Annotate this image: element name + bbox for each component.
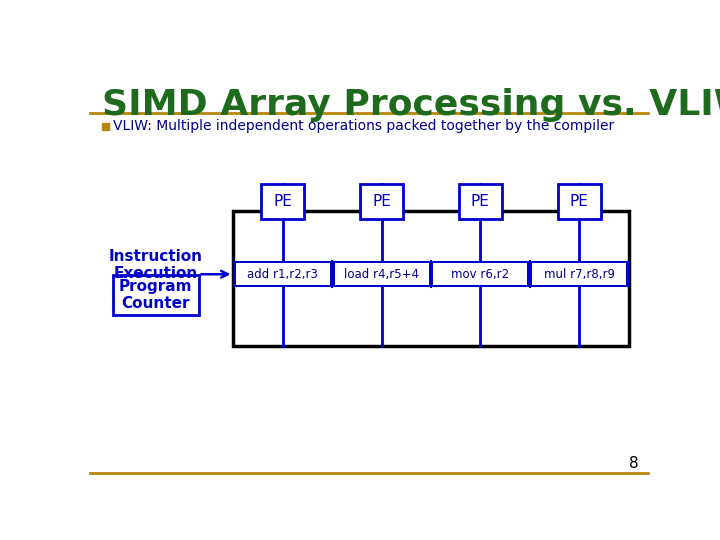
Text: PE: PE: [372, 194, 391, 209]
Text: mov r6,r2: mov r6,r2: [451, 268, 510, 281]
Text: mul r7,r8,r9: mul r7,r8,r9: [544, 268, 615, 281]
Text: SIMD Array Processing vs. VLIW: SIMD Array Processing vs. VLIW: [102, 88, 720, 122]
Bar: [532, 264, 626, 285]
Text: PE: PE: [274, 194, 292, 209]
Bar: [360, 184, 403, 219]
Text: Program
Counter: Program Counter: [119, 279, 193, 311]
Bar: [335, 264, 428, 285]
Bar: [261, 184, 304, 219]
Bar: [102, 123, 109, 130]
Text: VLIW: Multiple independent operations packed together by the compiler: VLIW: Multiple independent operations pa…: [113, 119, 614, 133]
Text: PE: PE: [570, 194, 589, 209]
Bar: [558, 184, 600, 219]
Text: PE: PE: [471, 194, 490, 209]
Text: 8: 8: [629, 456, 639, 471]
Text: load r4,r5+4: load r4,r5+4: [344, 268, 419, 281]
Bar: [433, 264, 528, 285]
Bar: [459, 184, 502, 219]
Text: add r1,r2,r3: add r1,r2,r3: [248, 268, 318, 281]
Bar: [233, 211, 629, 346]
Bar: [235, 264, 330, 285]
Bar: [113, 275, 199, 315]
Text: Instruction
Execution: Instruction Execution: [109, 249, 203, 281]
Bar: [233, 261, 629, 287]
